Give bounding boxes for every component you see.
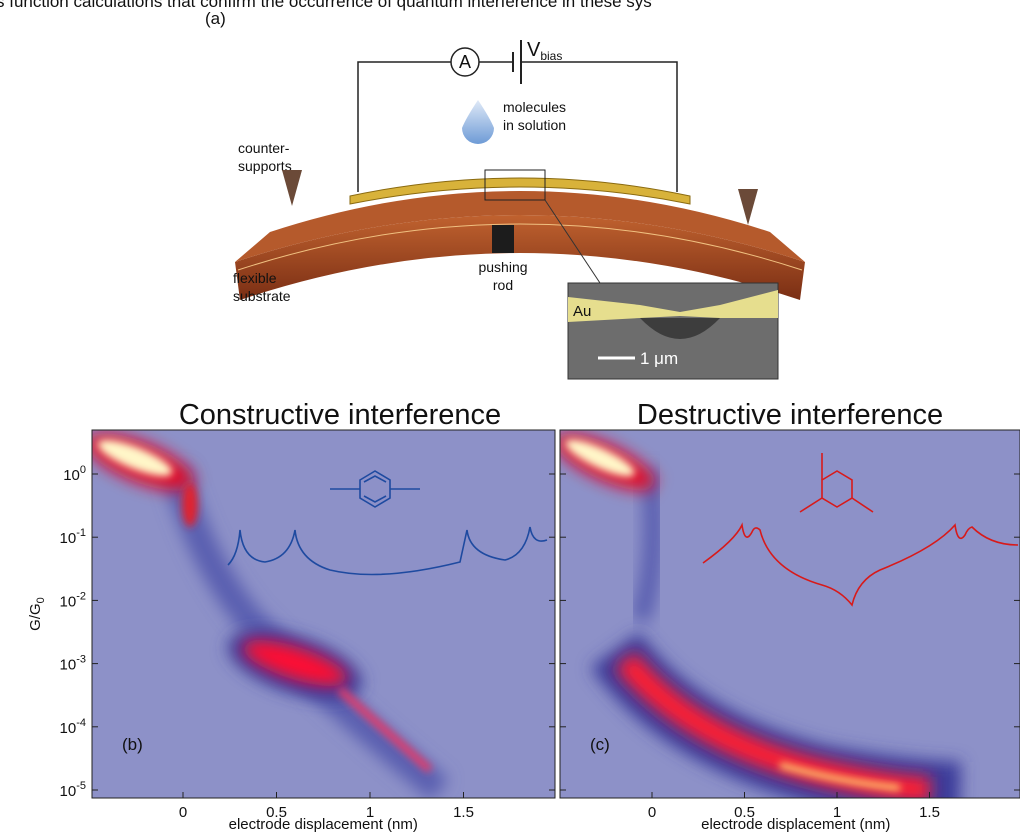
- tick-base: 10: [60, 530, 77, 547]
- y-label-main: G/G: [27, 603, 44, 631]
- caption-fragment: s function calculations that confirm the…: [0, 0, 652, 11]
- rod-label: pushing: [478, 259, 527, 275]
- x-tick-label: 1.5: [919, 804, 940, 821]
- rod-label: rod: [493, 277, 513, 293]
- substrate-label: substrate: [233, 288, 291, 304]
- molecules-label: molecules: [503, 99, 566, 115]
- y-tick-label: 100: [63, 464, 86, 484]
- y-tick-label: 10-4: [60, 717, 86, 737]
- panel-tag: (c): [590, 735, 610, 754]
- tick-base: 10: [60, 720, 77, 737]
- schematic: [358, 40, 677, 192]
- tick-base: 10: [60, 657, 77, 674]
- heatmap: [548, 422, 1020, 798]
- page: s function calculations that confirm the…: [0, 0, 1020, 832]
- y-tick-label: 10-5: [60, 780, 86, 800]
- x-tick-label: 0: [648, 804, 656, 821]
- x-axis-label: electrode displacement (nm): [701, 816, 890, 832]
- tick-base: 10: [63, 467, 80, 484]
- tick-exponent: 0: [80, 464, 86, 476]
- tick-exponent: -2: [76, 590, 86, 602]
- pushing-rod: [492, 225, 514, 253]
- y-axis-label: G/G0: [27, 597, 47, 631]
- panel-title: Constructive interference: [179, 399, 501, 431]
- ammeter-label: A: [459, 52, 471, 72]
- supports-label: counter-: [238, 140, 290, 156]
- y-tick-label: 10-1: [60, 527, 86, 547]
- tick-exponent: -5: [76, 780, 86, 792]
- scale-bar-label: 1 μm: [640, 349, 678, 368]
- tick-base: 10: [60, 593, 77, 610]
- y-tick-label: 10-2: [60, 590, 86, 610]
- tick-exponent: -4: [76, 717, 86, 729]
- heatmap: [79, 422, 555, 798]
- x-tick-label: 0: [179, 804, 187, 821]
- x-axis-label: electrode displacement (nm): [229, 816, 418, 832]
- figure: s function calculations that confirm the…: [0, 0, 1020, 832]
- voltage-symbol: V: [527, 39, 541, 61]
- panel-tag: (a): [205, 9, 226, 28]
- tick-exponent: -1: [76, 527, 86, 539]
- y-label-subscript: 0: [35, 597, 47, 603]
- droplet: [462, 100, 494, 144]
- y-tick-label: 10-3: [60, 654, 86, 674]
- substrate-label: flexible: [233, 270, 277, 286]
- tick-base: 10: [60, 783, 77, 800]
- support-cone: [282, 170, 302, 206]
- molecules-label: in solution: [503, 117, 566, 133]
- voltage-label: Vbias: [527, 39, 562, 63]
- support-cone: [738, 189, 758, 225]
- panel-title: Destructive interference: [637, 399, 943, 431]
- voltage-subscript: bias: [540, 49, 562, 63]
- x-tick-label: 1.5: [453, 804, 474, 821]
- inset-material: Au: [573, 303, 591, 320]
- tick-exponent: -3: [76, 654, 86, 666]
- panel-tag: (b): [122, 735, 143, 754]
